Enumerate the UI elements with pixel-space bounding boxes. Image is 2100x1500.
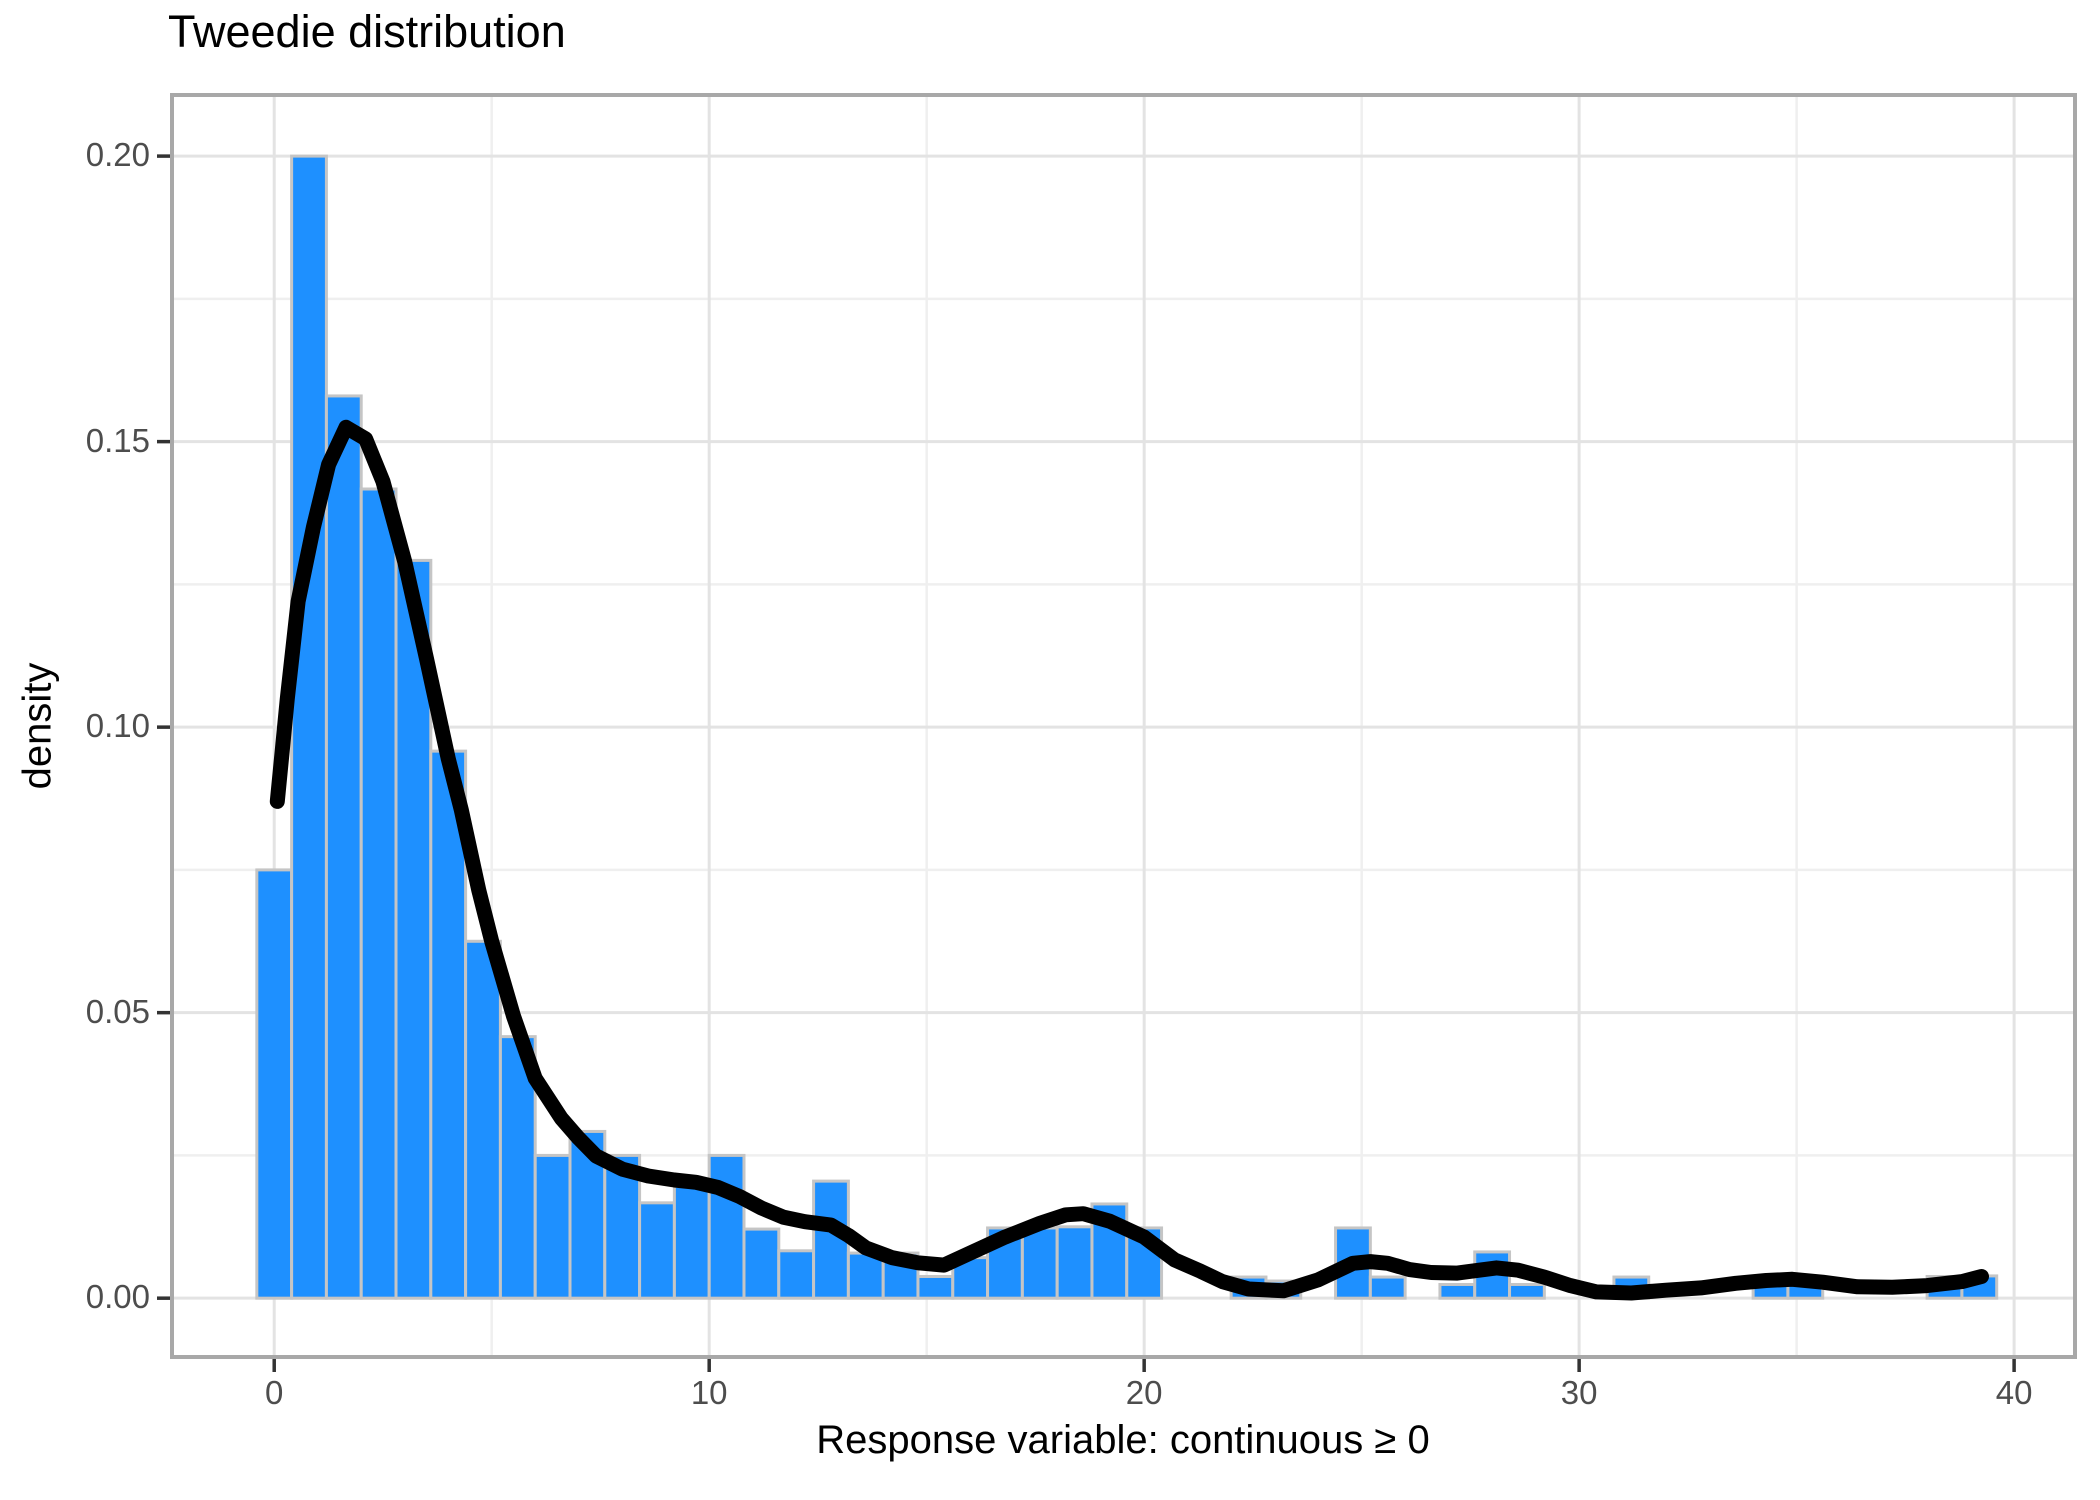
histogram-bar [1438,1282,1477,1300]
histogram-bar [916,1274,955,1300]
histogram-bar [359,487,398,1300]
y-tick-label: 0.15 [85,421,150,459]
x-tick-label: 30 [1560,1374,1598,1411]
x-tick-label: 40 [1995,1374,2033,1411]
y-tick-label: 0.20 [85,136,150,174]
x-tick-label: 10 [690,1374,728,1411]
histogram-bar [1020,1226,1059,1300]
x-tick-label: 20 [1125,1374,1163,1411]
histogram-bar [707,1153,746,1300]
histogram-bar [255,868,294,1300]
histogram-bar [324,394,363,1300]
plot-title: Tweedie distribution [168,6,566,57]
histogram-bar [290,154,328,1300]
histogram-bar [464,939,502,1300]
y-tick-label: 0.00 [85,1278,150,1316]
x-axis-title: Response variable: continuous ≥ 0 [816,1418,1430,1462]
histogram-bar [1508,1282,1546,1300]
panel-border [170,93,2077,1359]
histogram-bar [742,1227,781,1300]
histogram-bar [1055,1225,1094,1300]
histogram-bar [638,1201,676,1300]
y-tick-label: 0.10 [85,707,150,745]
histogram-bar [672,1184,711,1300]
y-tick-label: 0.05 [85,992,150,1030]
histogram-bar [777,1249,816,1300]
histogram-bar [1368,1275,1407,1300]
density-curve [269,419,1989,1301]
x-tick-label: 0 [265,1374,284,1411]
histogram-bar [533,1153,572,1300]
